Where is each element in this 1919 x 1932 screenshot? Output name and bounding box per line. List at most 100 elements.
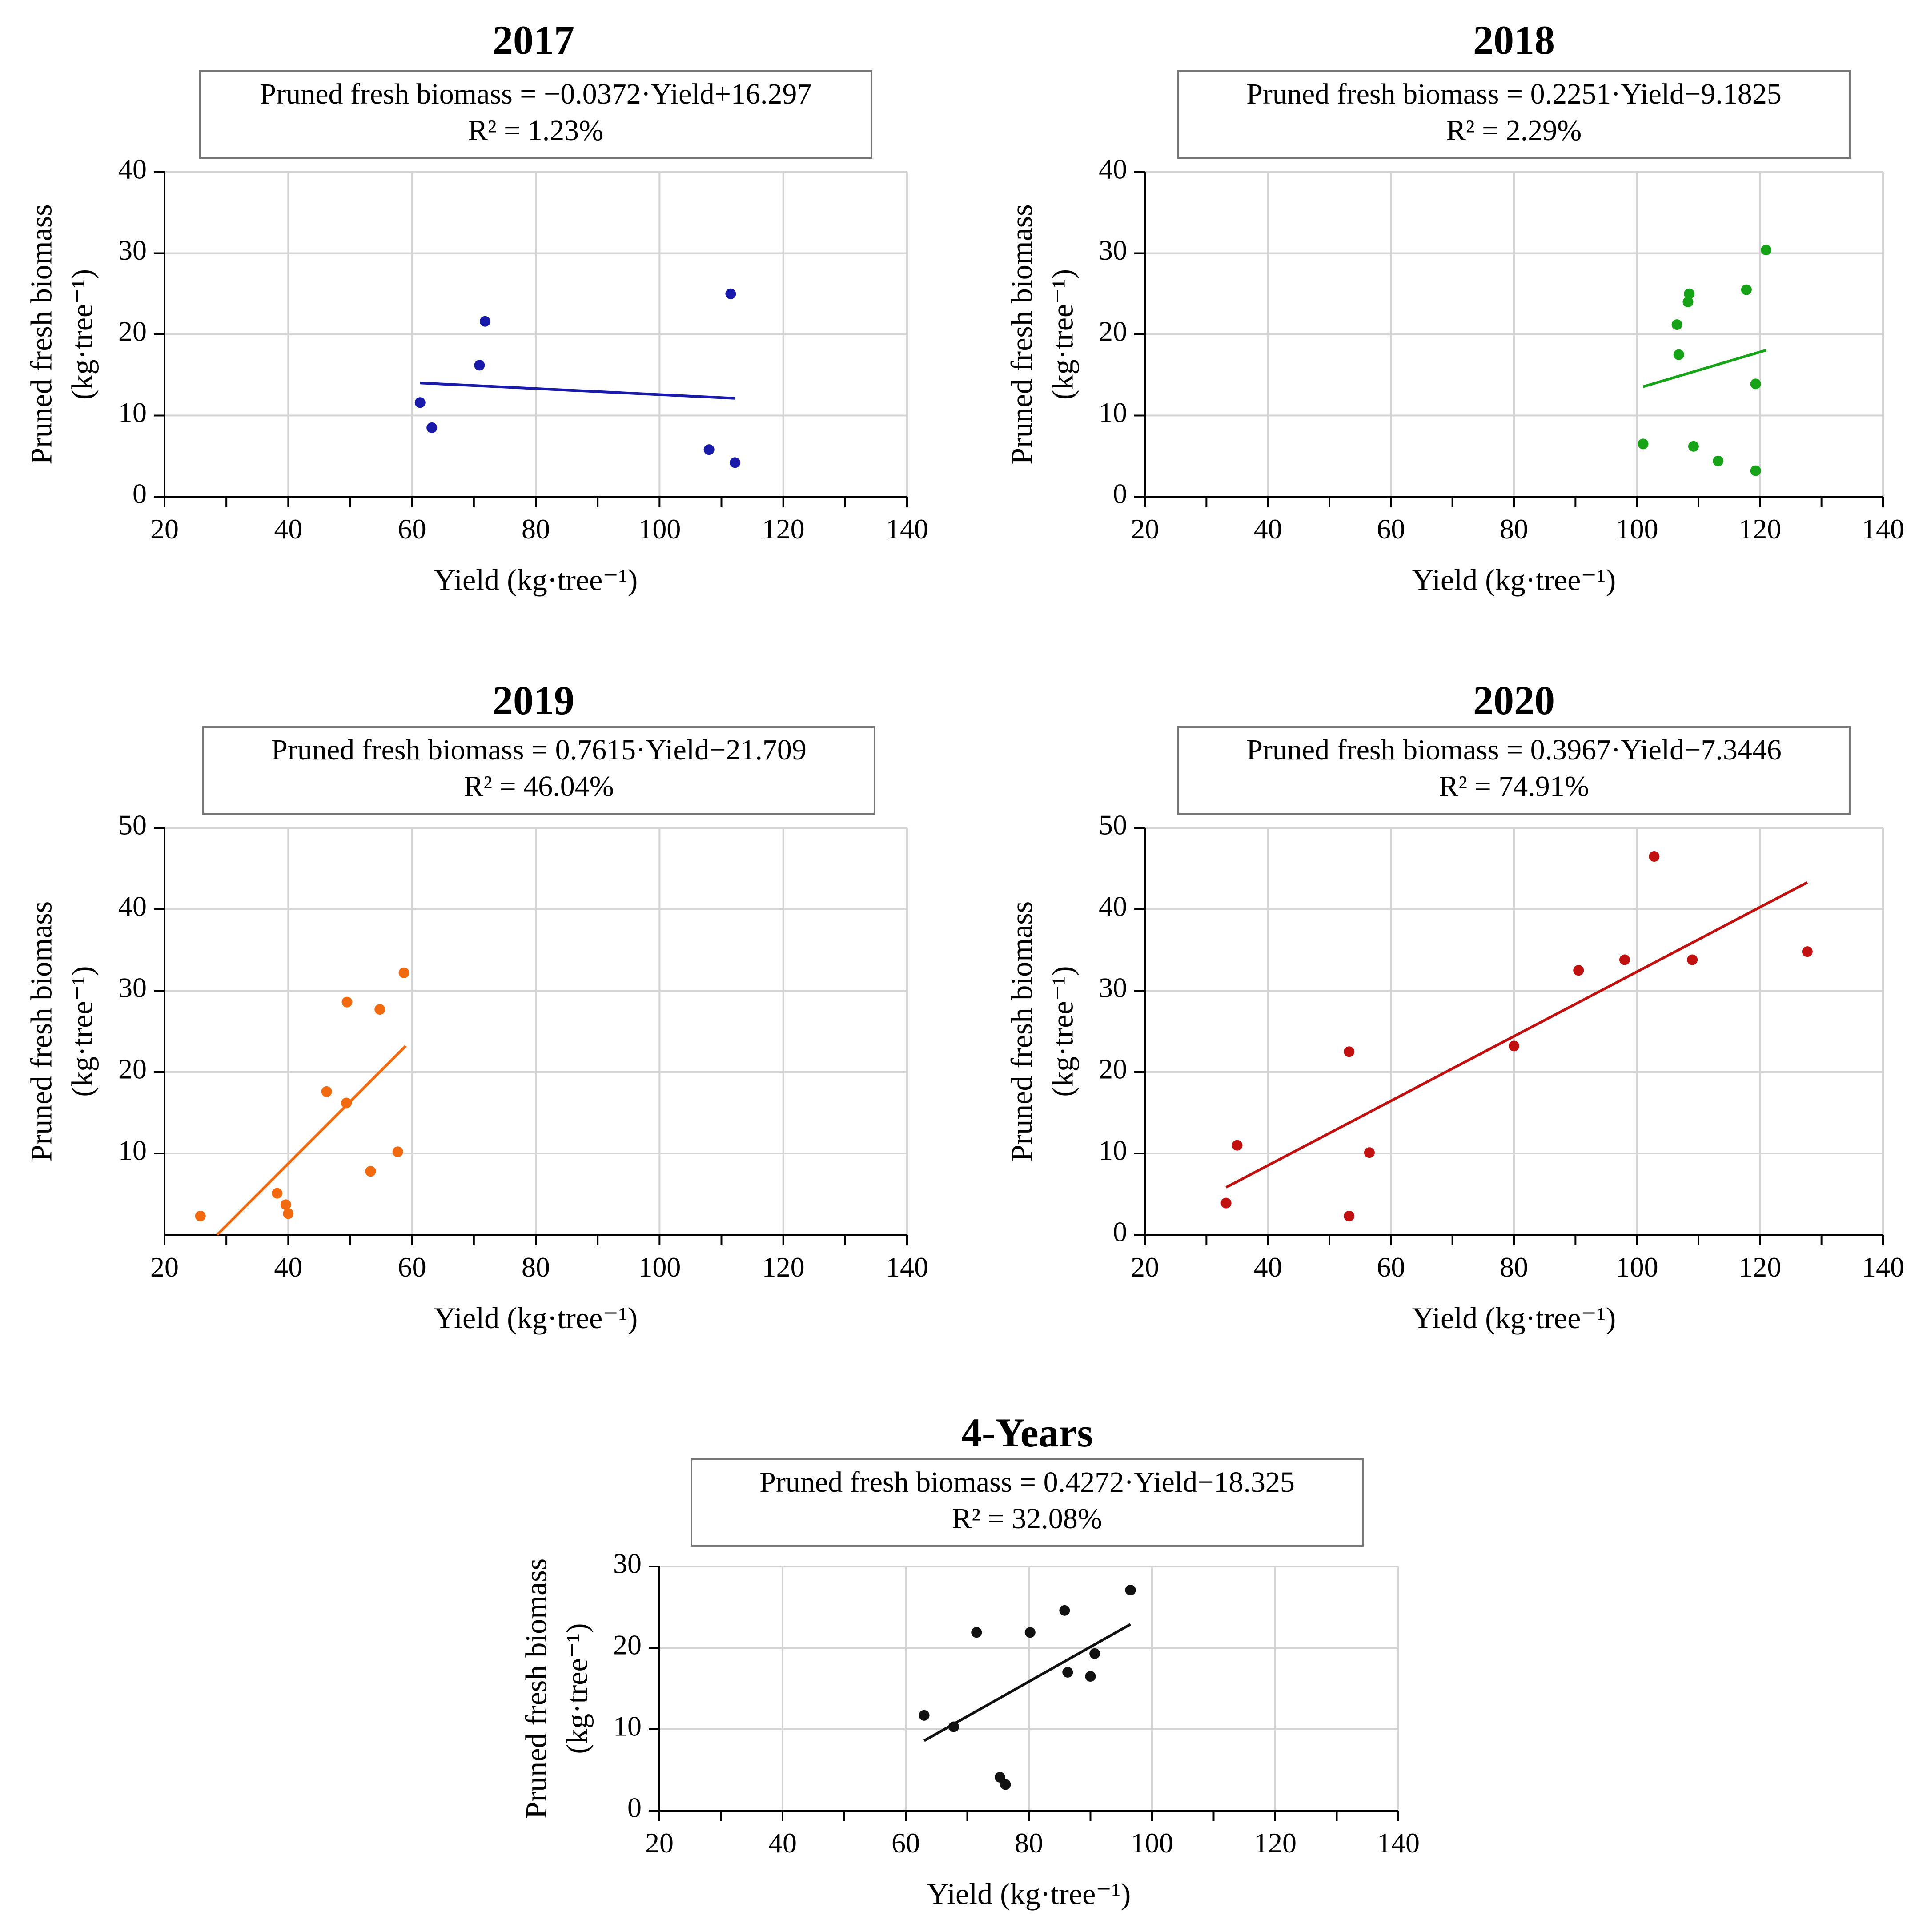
data-point: [1673, 349, 1684, 360]
equation-box: [691, 1458, 1364, 1547]
regression-line: [1642, 349, 1767, 388]
x-tick-label: 100: [1616, 513, 1658, 545]
regression-equation: Pruned fresh biomass = 0.4272·Yield−18.3…: [759, 1466, 1295, 1498]
data-point: [1344, 1210, 1355, 1221]
y-tick-label: 20: [613, 1629, 642, 1661]
regression-equation: Pruned fresh biomass = 0.7615·Yield−21.7…: [271, 734, 807, 766]
y-tick-label: 30: [118, 234, 147, 266]
chart-panel-1: 2017 Pruned fresh biomass = −0.0372·Yield…: [24, 17, 928, 597]
y-axis-label-line1: Pruned fresh biomass: [1005, 204, 1039, 464]
chart-panel-3: 2019 Pruned fresh biomass = 0.7615·Yield−…: [24, 678, 928, 1335]
data-point: [1684, 288, 1695, 299]
data-point: [272, 1188, 283, 1199]
y-axis-label: Pruned fresh biomass (kg·tree⁻¹): [24, 901, 99, 1161]
data-point: [1089, 1648, 1100, 1659]
data-point: [1671, 319, 1682, 330]
data-point: [1085, 1671, 1096, 1682]
x-tick-label: 40: [1254, 513, 1282, 545]
data-point: [730, 457, 741, 468]
y-axis-label-line2: (kg·tree⁻¹): [560, 1623, 594, 1754]
y-axis-label-line2: (kg·tree⁻¹): [1046, 966, 1080, 1097]
data-point: [1364, 1147, 1375, 1158]
data-point: [1638, 438, 1649, 450]
data-point: [1062, 1667, 1073, 1678]
data-point: [919, 1710, 930, 1721]
x-tick-label: 100: [1616, 1251, 1658, 1283]
x-tick-label: 120: [1254, 1827, 1297, 1859]
r-squared-label: R² = 74.91%: [1439, 770, 1589, 803]
chart-title: 2019: [493, 678, 574, 723]
data-point: [1509, 1040, 1519, 1052]
data-point: [703, 444, 715, 455]
r-squared-label: R² = 2.29%: [1446, 114, 1582, 147]
regression-equation: Pruned fresh biomass = 0.2251·Yield−9.18…: [1246, 78, 1782, 110]
data-point: [725, 288, 736, 299]
equation-box: [202, 726, 875, 815]
equation-box: [1177, 70, 1851, 159]
data-point: [283, 1208, 294, 1219]
x-axis-label: Yield (kg·tree⁻¹): [927, 1877, 1131, 1911]
regression-line: [1225, 881, 1808, 1189]
data-point: [1619, 954, 1630, 965]
data-point: [1713, 455, 1724, 466]
x-tick-label: 20: [1131, 1251, 1159, 1283]
x-tick-label: 20: [1131, 513, 1159, 545]
data-point: [1741, 284, 1752, 295]
y-tick-label: 30: [613, 1548, 642, 1579]
data-point: [321, 1086, 332, 1097]
y-tick-label: 30: [1099, 234, 1127, 266]
x-axis-label: Yield (kg·tree⁻¹): [1412, 1301, 1616, 1335]
x-tick-label: 80: [1500, 1251, 1528, 1283]
y-tick-label: 30: [118, 972, 147, 1004]
x-tick-label: 80: [1015, 1827, 1043, 1859]
y-tick-label: 20: [118, 1053, 147, 1085]
x-tick-label: 20: [150, 513, 179, 545]
data-point: [1024, 1627, 1036, 1638]
regression-line: [420, 382, 735, 400]
x-tick-label: 140: [886, 513, 928, 545]
equation-box: [199, 70, 872, 159]
chart-panel-2: 2018 Pruned fresh biomass = 0.2251·Yield−…: [1005, 17, 1904, 597]
x-tick-label: 60: [398, 1251, 426, 1283]
data-point: [414, 397, 426, 408]
x-axis-label: Yield (kg·tree⁻¹): [434, 563, 638, 597]
x-tick-label: 80: [1500, 513, 1528, 545]
x-tick-label: 140: [1862, 513, 1904, 545]
regression-equation: Pruned fresh biomass = −0.0372·Yield+16.…: [260, 78, 812, 110]
x-tick-label: 100: [638, 513, 681, 545]
y-axis-label-line1: Pruned fresh biomass: [519, 1558, 553, 1819]
y-tick-label: 10: [118, 397, 147, 428]
y-tick-label: 10: [613, 1711, 642, 1742]
y-tick-label: 50: [118, 809, 147, 841]
y-axis-label: Pruned fresh biomass (kg·tree⁻¹): [519, 1558, 594, 1819]
x-tick-label: 80: [522, 513, 550, 545]
y-axis-label-line2: (kg·tree⁻¹): [65, 966, 99, 1097]
y-tick-label: 0: [132, 478, 147, 510]
y-axis-label: Pruned fresh biomass (kg·tree⁻¹): [24, 204, 99, 464]
x-tick-label: 140: [1862, 1251, 1904, 1283]
y-axis-label-line1: Pruned fresh biomass: [24, 204, 58, 464]
data-point: [1649, 851, 1660, 862]
x-tick-label: 120: [1738, 513, 1781, 545]
data-point: [1750, 465, 1761, 476]
r-squared-label: R² = 46.04%: [464, 770, 614, 803]
data-point: [1232, 1140, 1243, 1151]
x-tick-label: 40: [274, 513, 302, 545]
data-point: [1687, 954, 1698, 965]
r-squared-label: R² = 1.23%: [468, 114, 604, 147]
y-axis-label: Pruned fresh biomass (kg·tree⁻¹): [1005, 901, 1080, 1161]
x-tick-label: 120: [762, 513, 805, 545]
data-point: [365, 1166, 376, 1177]
x-tick-label: 120: [1738, 1251, 1781, 1283]
x-tick-label: 100: [1131, 1827, 1173, 1859]
regression-equation: Pruned fresh biomass = 0.3967·Yield−7.34…: [1246, 734, 1782, 766]
data-point: [1761, 245, 1772, 256]
x-tick-label: 100: [638, 1251, 681, 1283]
data-point: [392, 1146, 403, 1157]
data-point: [341, 996, 353, 1008]
r-squared-label: R² = 32.08%: [952, 1502, 1102, 1535]
x-tick-label: 60: [1377, 1251, 1405, 1283]
regression-line: [216, 1044, 407, 1236]
